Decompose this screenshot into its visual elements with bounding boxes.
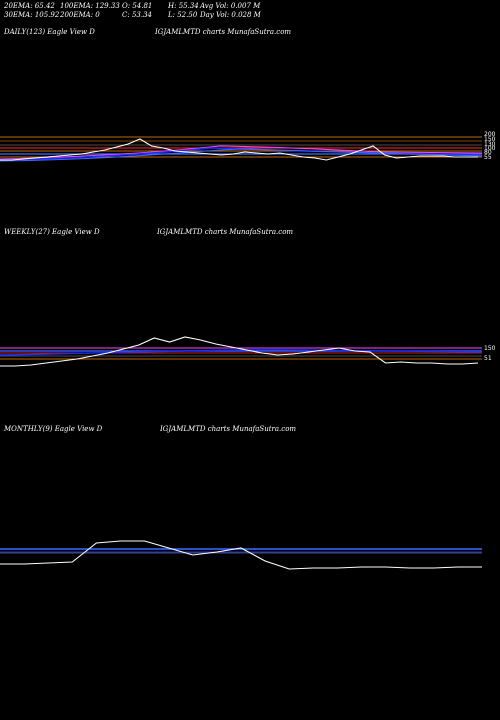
weekly-panel-site: IGJAMLMTD charts MunafaSutra.com [157, 228, 294, 236]
daily-y-label: 150 [484, 136, 496, 143]
daily-ema-magenta [0, 145, 483, 160]
price-series-line [0, 540, 482, 570]
daily-y-label: 80 [484, 149, 492, 156]
price-series-line [0, 336, 479, 367]
monthly-panel-site: IGJAMLMTD charts MunafaSutra.com [160, 425, 297, 433]
daily-y-label: 100 [484, 145, 496, 152]
stat-avg-vol: Avg Vol: 0.007 M [200, 2, 261, 10]
daily-price-line [0, 138, 478, 161]
stat-close: C: 53.34 [122, 11, 152, 19]
price-series-line [0, 138, 478, 161]
stat-100ema: 100EMA: 129.33 [60, 2, 120, 10]
stat-30ema: 30EMA: 105.92 [4, 11, 60, 19]
stat-high: H: 55.34 [168, 2, 199, 10]
stat-low: L: 52.50 [168, 11, 198, 19]
weekly-y-label: 150 [484, 345, 496, 352]
daily-ema-lines [0, 136, 483, 162]
header-stats: 20EMA: 65.42 100EMA: 129.33 O: 54.81 H: … [4, 2, 494, 20]
daily-panel-title: DAILY(123) Eagle View D [4, 28, 95, 36]
monthly-panel-title: MONTHLY(9) Eagle View D [4, 425, 103, 433]
stat-200ema: 200EMA: 0 [60, 11, 100, 19]
weekly-y-axis-labels: 150 51 [484, 345, 496, 362]
weekly-price-line [0, 336, 479, 367]
daily-y-axis-labels: 200 150 130 100 80 55 [484, 131, 496, 161]
daily-y-label: 55 [484, 154, 492, 161]
daily-y-label: 130 [484, 141, 496, 148]
stat-20ema: 20EMA: 65.42 [4, 2, 55, 10]
monthly-price-line [0, 540, 482, 570]
weekly-y-label: 51 [484, 355, 492, 362]
daily-panel-site: IGJAMLMTD charts MunafaSutra.com [155, 28, 292, 36]
daily-y-label: 200 [484, 131, 496, 138]
weekly-ema-blue [0, 349, 483, 356]
header-row-1: 20EMA: 65.42 100EMA: 129.33 O: 54.81 H: … [4, 2, 494, 11]
header-row-2: 30EMA: 105.92 200EMA: 0 C: 53.34 L: 52.5… [4, 11, 494, 20]
monthly-ema-lines [0, 548, 483, 554]
weekly-panel-title: WEEKLY(27) Eagle View D [4, 228, 100, 236]
daily-ema-light [0, 148, 483, 162]
stat-open: O: 54.81 [122, 2, 153, 10]
stat-day-vol: Day Vol: 0.028 M [200, 11, 261, 19]
weekly-ema-lines [0, 347, 483, 360]
